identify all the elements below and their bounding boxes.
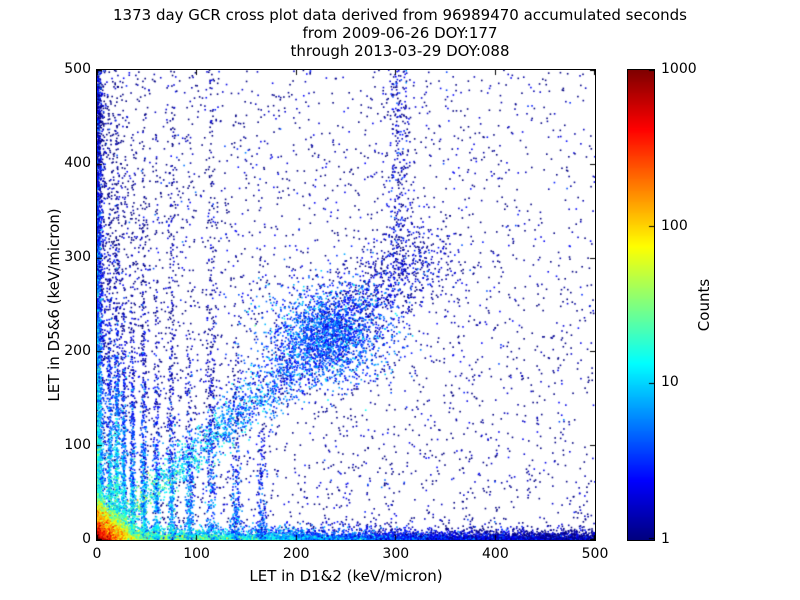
colorbar [627, 69, 655, 541]
x-tick-label: 100 [183, 546, 210, 562]
y-tick-label: 300 [64, 249, 91, 265]
y-tick-label: 0 [82, 531, 91, 547]
y-tick-label: 500 [64, 61, 91, 77]
x-axis-label: LET in D1&2 (keV/micron) [249, 567, 443, 585]
x-tick-label: 300 [382, 546, 410, 562]
colorbar-tick-label: 10 [661, 374, 679, 391]
chart-title: 1373 day GCR cross plot data derived fro… [113, 6, 687, 24]
colorbar-tick-label: 1 [661, 531, 670, 547]
colorbar-tick-label: 1000 [661, 61, 697, 77]
chart-subtitle-through: through 2013-03-29 DOY:088 [290, 42, 510, 60]
x-tick-label: 200 [282, 546, 310, 562]
plot-area [96, 69, 596, 541]
x-tick-label: 400 [482, 546, 509, 562]
colorbar-tick-label: 100 [661, 217, 688, 234]
y-tick-label: 100 [64, 437, 91, 453]
colorbar-gradient-canvas [628, 70, 654, 540]
colorbar-label: Counts [695, 278, 713, 332]
y-axis-label: LET in D5&6 (keV/micron) [45, 208, 63, 402]
scatter-heatmap-canvas [97, 70, 595, 540]
y-tick-label: 200 [64, 343, 91, 359]
x-tick-label: 0 [92, 546, 102, 562]
x-tick-label: 500 [581, 546, 609, 562]
y-tick-label: 400 [64, 155, 91, 171]
chart-subtitle-from: from 2009-06-26 DOY:177 [302, 24, 498, 42]
